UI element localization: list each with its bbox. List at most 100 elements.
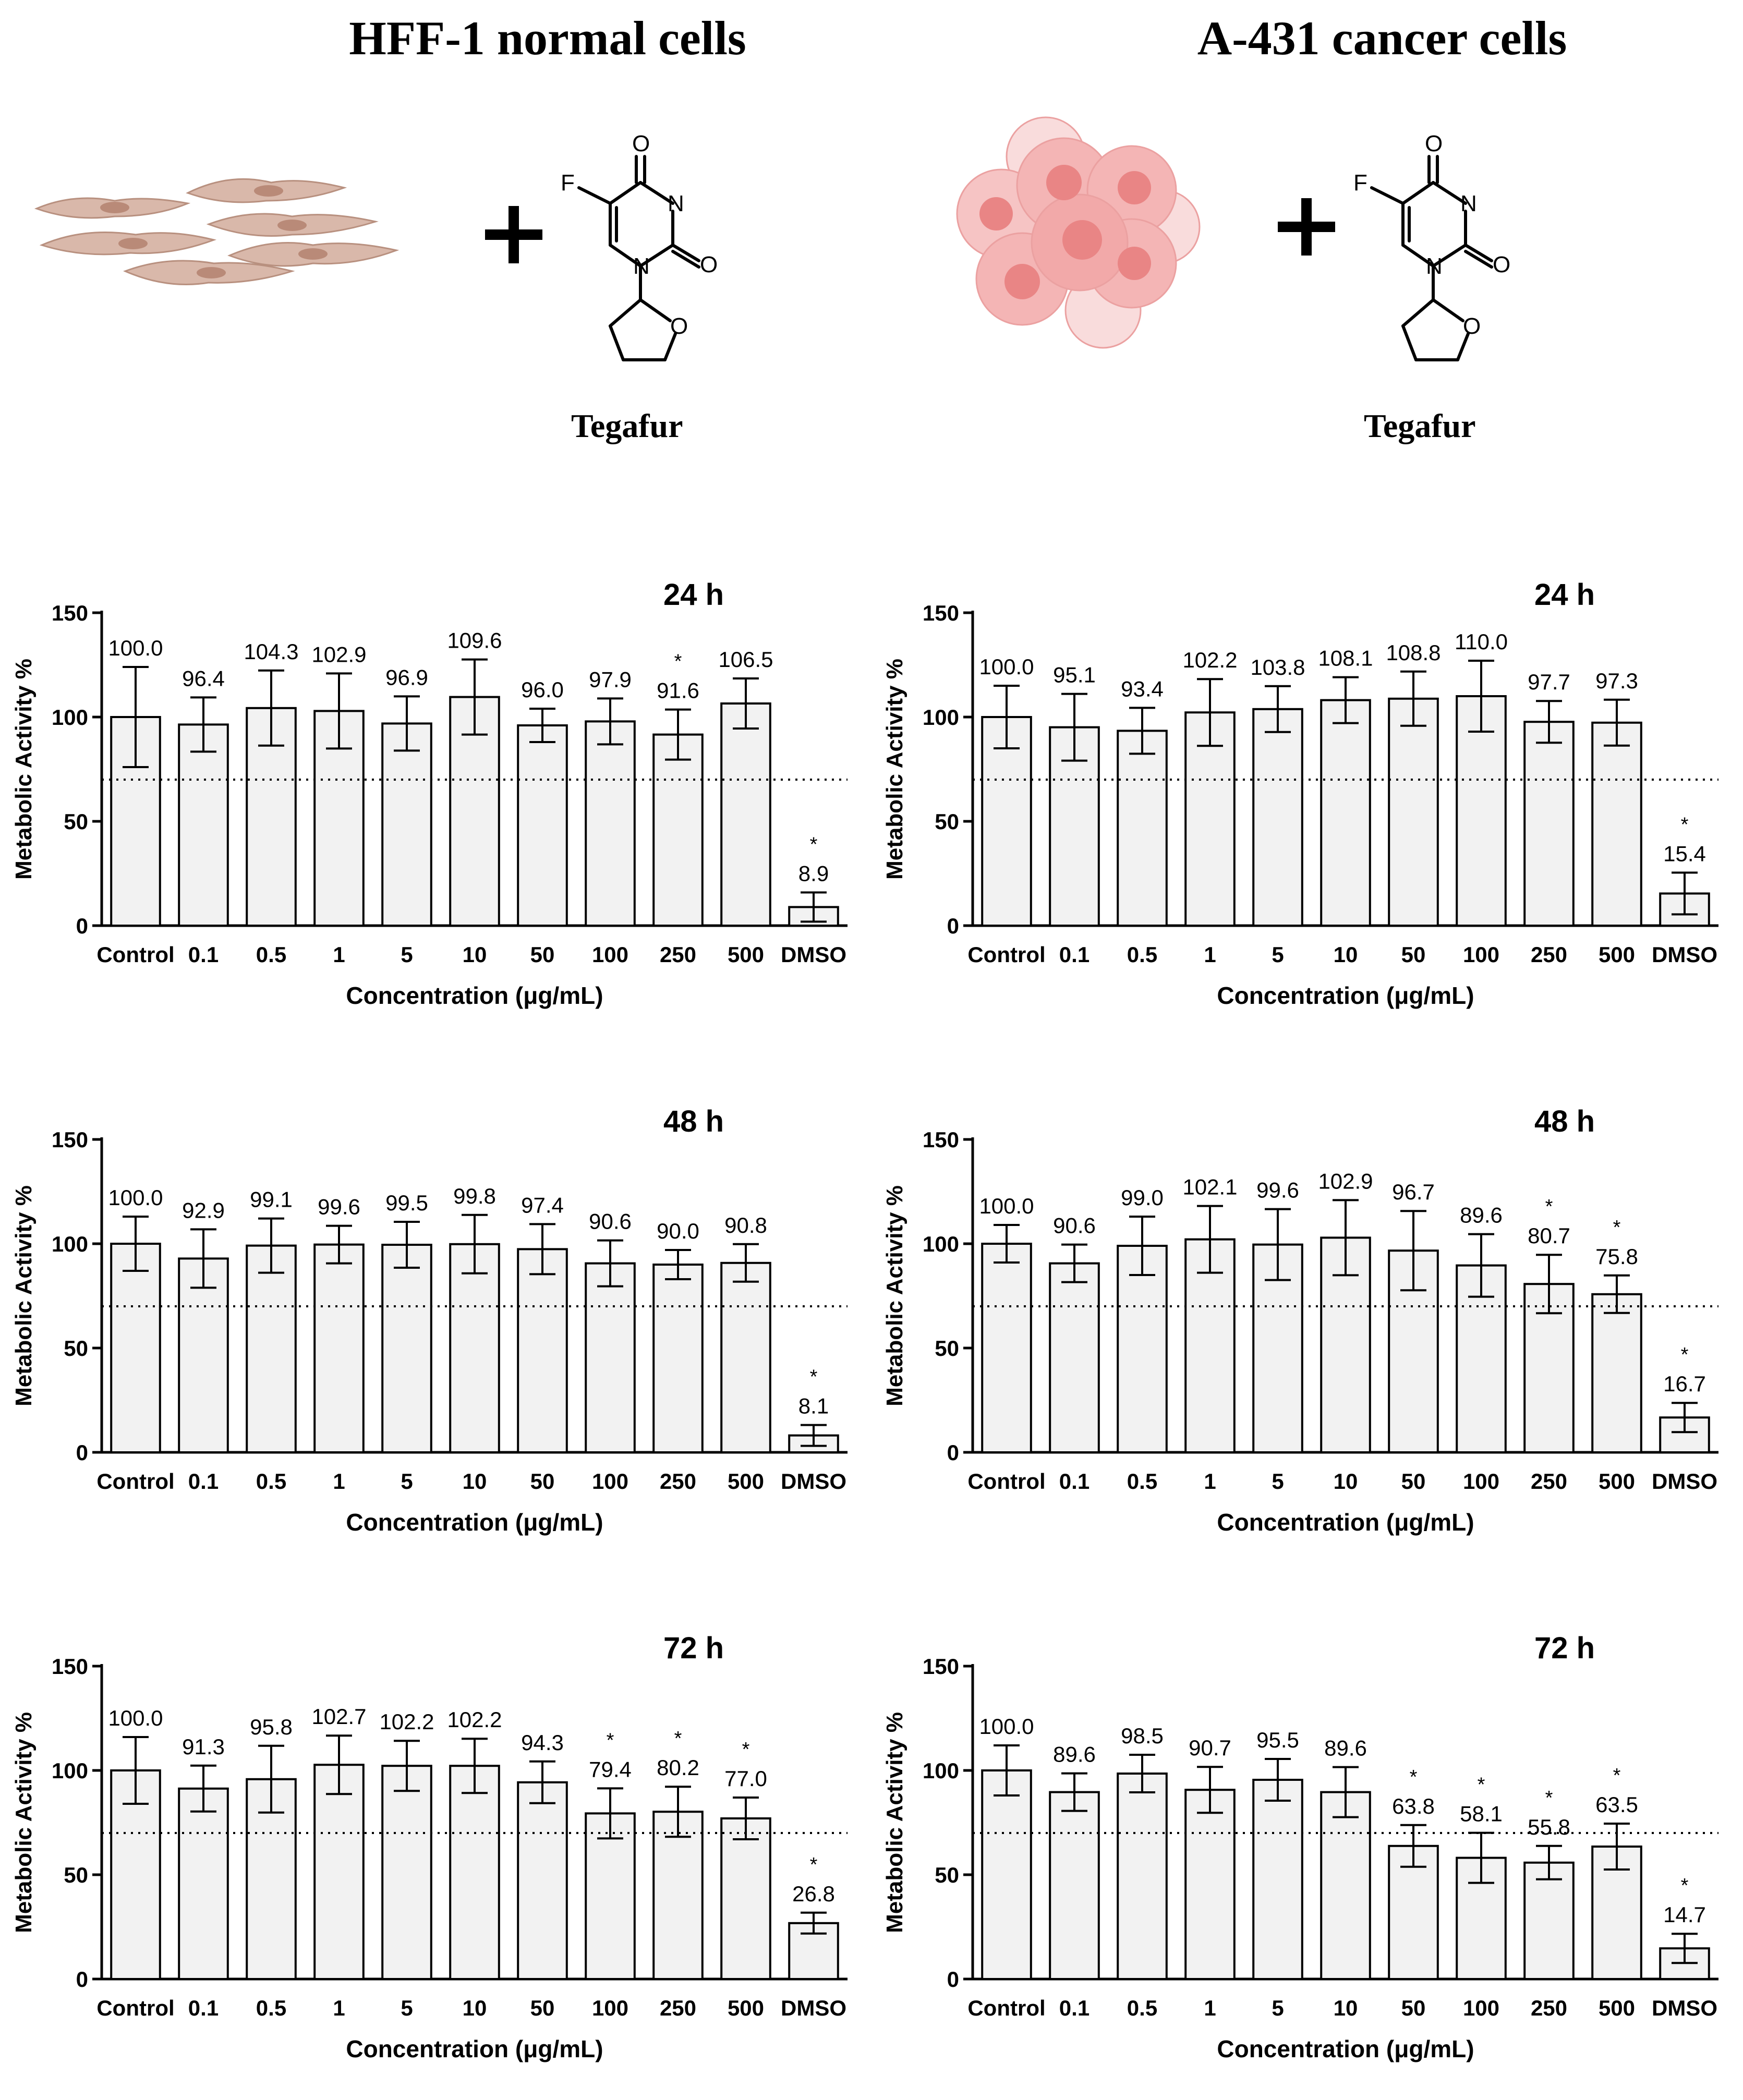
data-label: 96.4 bbox=[182, 666, 225, 690]
x-tick-label: 0.5 bbox=[1127, 1469, 1157, 1494]
bar bbox=[1320, 1791, 1371, 1980]
y-tick-label: 0 bbox=[76, 1440, 88, 1465]
data-label: 104.3 bbox=[244, 639, 298, 664]
bar bbox=[981, 716, 1032, 927]
data-label: 98.5 bbox=[1121, 1723, 1164, 1748]
x-axis-label: Concentration (μg/mL) bbox=[1217, 982, 1474, 1009]
x-tick-label: Control bbox=[96, 1996, 174, 2020]
bar bbox=[313, 1243, 365, 1453]
data-label: 90.0 bbox=[657, 1219, 699, 1243]
bar bbox=[1523, 721, 1575, 927]
data-label: 96.9 bbox=[385, 665, 428, 689]
x-tick-label: 1 bbox=[1204, 942, 1216, 967]
bar bbox=[110, 1769, 161, 1980]
atom-label: O bbox=[700, 252, 718, 277]
x-tick-label: 5 bbox=[1272, 1996, 1284, 2020]
x-axis-label: Concentration (μg/mL) bbox=[1217, 1509, 1474, 1536]
chart-title: 24 h bbox=[1534, 578, 1595, 612]
data-label: 15.4 bbox=[1663, 841, 1706, 866]
y-axis-label: Metabolic Activity % bbox=[882, 1185, 907, 1406]
atom-label: N bbox=[1460, 191, 1477, 216]
significance-marker: * bbox=[810, 1366, 818, 1388]
data-label: 80.7 bbox=[1528, 1223, 1570, 1248]
data-label: 102.9 bbox=[311, 642, 366, 666]
x-tick-label: 10 bbox=[1334, 1996, 1358, 2020]
cancer-cell-cluster-illustration bbox=[956, 116, 1201, 349]
x-tick-label: 250 bbox=[1531, 1996, 1567, 2020]
x-tick-label: 100 bbox=[592, 1996, 628, 2020]
y-tick-label: 100 bbox=[923, 705, 959, 730]
data-label: 96.0 bbox=[521, 677, 564, 702]
data-label: 93.4 bbox=[1121, 676, 1164, 701]
bar bbox=[381, 1244, 432, 1453]
bar bbox=[1320, 699, 1371, 927]
data-label: 14.7 bbox=[1663, 1902, 1706, 1927]
plus-icon bbox=[1278, 198, 1335, 256]
y-tick-label: 0 bbox=[947, 914, 959, 938]
x-tick-label: 0.1 bbox=[1059, 942, 1090, 967]
x-tick-label: 0.1 bbox=[1059, 1996, 1090, 2020]
x-tick-label: 50 bbox=[530, 1469, 555, 1494]
x-tick-label: 500 bbox=[1599, 942, 1635, 967]
significance-marker: * bbox=[1410, 1766, 1418, 1788]
x-tick-label: Control bbox=[967, 1469, 1045, 1494]
bar bbox=[1591, 1293, 1642, 1453]
data-label: 99.5 bbox=[385, 1191, 428, 1215]
data-label: 100.0 bbox=[979, 1194, 1034, 1218]
bar bbox=[381, 722, 432, 927]
data-label: 90.8 bbox=[724, 1213, 767, 1237]
y-tick-label: 0 bbox=[76, 914, 88, 938]
data-label: 102.2 bbox=[379, 1709, 434, 1734]
y-tick-label: 100 bbox=[52, 1758, 88, 1783]
x-tick-label: DMSO bbox=[781, 1996, 846, 2020]
bar bbox=[1523, 1861, 1575, 1980]
a431-column-title: A-431 cancer cells bbox=[1197, 11, 1567, 65]
cell-nucleus bbox=[298, 248, 328, 260]
cell-nucleus bbox=[1118, 247, 1151, 280]
data-label: 89.6 bbox=[1460, 1203, 1503, 1228]
bar bbox=[517, 724, 568, 927]
data-label: 99.6 bbox=[318, 1195, 360, 1219]
x-tick-label: 500 bbox=[728, 1996, 764, 2020]
x-tick-label: 0.1 bbox=[188, 1469, 219, 1494]
bar bbox=[178, 723, 229, 927]
data-label: 91.6 bbox=[657, 678, 699, 703]
hff1-column-title: HFF-1 normal cells bbox=[349, 11, 746, 65]
bar bbox=[449, 1243, 500, 1453]
x-tick-label: 10 bbox=[463, 1469, 487, 1494]
data-label: 16.7 bbox=[1663, 1371, 1706, 1396]
x-tick-label: Control bbox=[96, 1469, 174, 1494]
x-tick-label: 100 bbox=[1463, 942, 1499, 967]
x-tick-label: 1 bbox=[333, 1469, 345, 1494]
x-tick-label: 100 bbox=[1463, 1996, 1499, 2020]
y-tick-label: 50 bbox=[935, 809, 959, 834]
x-tick-label: Control bbox=[96, 942, 174, 967]
x-tick-label: 0.5 bbox=[256, 942, 286, 967]
bar bbox=[1184, 1789, 1236, 1980]
data-label: 109.6 bbox=[447, 628, 502, 653]
bar bbox=[313, 1764, 365, 1980]
y-tick-label: 50 bbox=[64, 1336, 88, 1361]
x-tick-label: Control bbox=[967, 1996, 1045, 2020]
data-label: 89.6 bbox=[1324, 1736, 1367, 1761]
x-tick-label: 5 bbox=[401, 1469, 413, 1494]
y-tick-label: 50 bbox=[64, 1863, 88, 1887]
x-tick-label: 250 bbox=[660, 1469, 696, 1494]
bar bbox=[449, 1765, 500, 1980]
bar bbox=[1659, 892, 1710, 927]
y-tick-label: 150 bbox=[52, 1654, 88, 1679]
atom-label: F bbox=[1353, 170, 1367, 196]
x-tick-label: 10 bbox=[1334, 1469, 1358, 1494]
plus-icon bbox=[485, 206, 542, 263]
cell-nucleus bbox=[1118, 171, 1151, 204]
data-label: 99.0 bbox=[1121, 1185, 1164, 1210]
tegafur-structure-icon: O N F O N O bbox=[561, 131, 718, 361]
chart-title: 24 h bbox=[663, 578, 724, 612]
significance-marker: * bbox=[1681, 814, 1689, 835]
significance-marker: * bbox=[1613, 1217, 1621, 1239]
y-tick-label: 150 bbox=[52, 1127, 88, 1152]
data-label: 102.2 bbox=[447, 1707, 502, 1732]
